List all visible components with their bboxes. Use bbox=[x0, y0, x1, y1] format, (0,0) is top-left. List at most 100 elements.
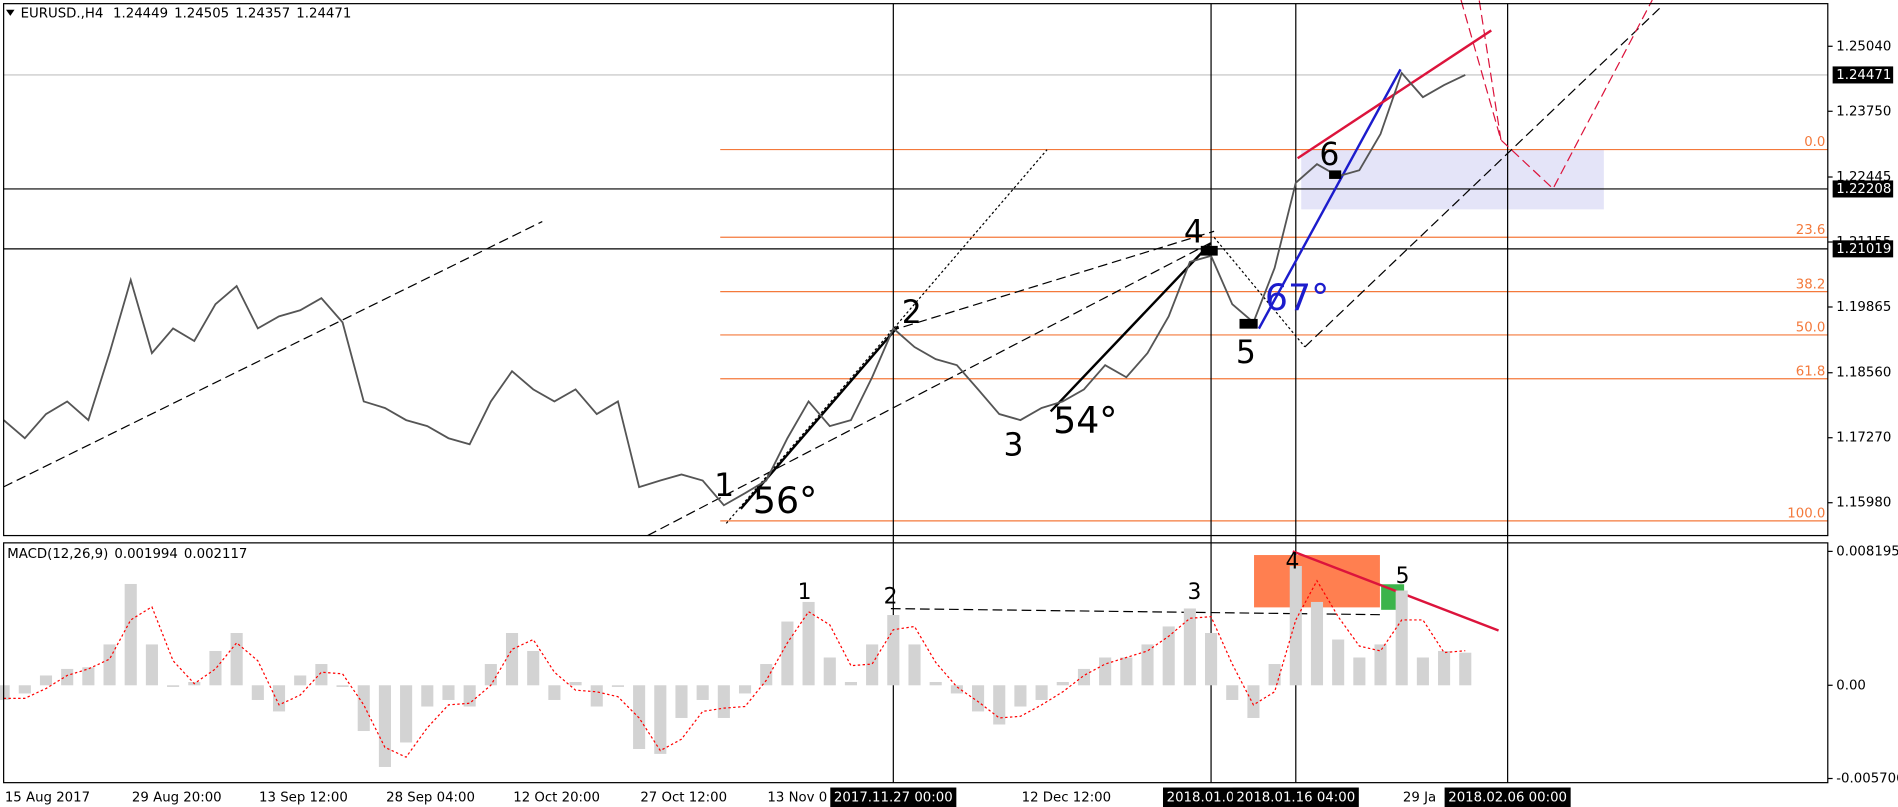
macd-bar bbox=[82, 667, 95, 686]
macd-wave-label: 1 bbox=[798, 580, 812, 605]
macd-bar bbox=[993, 685, 1006, 725]
macd-bar bbox=[1353, 657, 1366, 686]
macd-panel bbox=[3, 542, 1829, 784]
symbol: EURUSD.,H4 bbox=[21, 6, 104, 21]
macd-bar bbox=[463, 685, 476, 707]
macd-bar bbox=[696, 685, 709, 700]
fib-group: 0.0 23.6 38.2 50.0 61.8 100.0 bbox=[3, 74, 1828, 522]
macd-bar bbox=[1183, 608, 1196, 686]
macd-bar bbox=[1247, 685, 1260, 718]
macd-bar bbox=[675, 685, 688, 718]
marker bbox=[1200, 245, 1218, 256]
wave-label: 1 bbox=[714, 468, 734, 504]
angle-label: 56° bbox=[753, 479, 817, 522]
macd-bar bbox=[505, 632, 519, 686]
macd-wave-label: 3 bbox=[1187, 580, 1201, 605]
y-tick-label: -0.005706 bbox=[1836, 771, 1898, 786]
macd-bar bbox=[294, 675, 307, 686]
macd-bar bbox=[336, 685, 349, 687]
projection bbox=[1478, 0, 1502, 141]
x-highlight-box bbox=[830, 787, 957, 807]
trendline bbox=[725, 149, 1048, 524]
fib-label: 0.0 bbox=[1804, 135, 1825, 150]
macd-bar bbox=[378, 685, 391, 767]
trendline bbox=[1213, 236, 1306, 348]
price-box bbox=[1832, 180, 1894, 198]
macd-bar bbox=[0, 685, 10, 700]
angle-label: 67° bbox=[1265, 276, 1329, 319]
fib-label: 100.0 bbox=[1787, 507, 1825, 522]
macd-bar bbox=[1310, 601, 1324, 686]
macd-bar bbox=[1035, 685, 1048, 700]
macd-bar bbox=[1459, 652, 1472, 686]
macd-wave-label: 5 bbox=[1396, 564, 1410, 589]
y-tick-label: 0.008195 bbox=[1836, 544, 1898, 559]
macd-bar bbox=[145, 644, 158, 686]
fib-label: 50.0 bbox=[1796, 321, 1826, 336]
projection bbox=[1460, 0, 1653, 190]
x-highlight: 2018.01.16 04:00 bbox=[1232, 787, 1359, 807]
trendline bbox=[3, 220, 543, 488]
macd-bar bbox=[1438, 650, 1451, 686]
macd-bar bbox=[866, 644, 879, 686]
macd-bar bbox=[1268, 664, 1281, 686]
macd-bar bbox=[971, 685, 985, 712]
macd-bar bbox=[717, 685, 730, 718]
macd-bar bbox=[209, 650, 222, 686]
axes: 1.159801.172701.185601.198651.211551.224… bbox=[5, 39, 1898, 807]
macd-bar bbox=[1099, 657, 1112, 686]
fib-label: 61.8 bbox=[1796, 364, 1826, 379]
readout: 0.002117 bbox=[184, 547, 247, 562]
macd-bar bbox=[124, 583, 137, 686]
x-tick-label: 28 Sep 04:00 bbox=[386, 790, 475, 805]
series-group bbox=[0, 71, 1472, 767]
macd-bar bbox=[527, 650, 540, 686]
macd-bar bbox=[315, 664, 328, 686]
wave-line bbox=[1049, 242, 1212, 413]
macd-bar bbox=[1205, 632, 1218, 686]
x-tick-label: 13 Sep 12:00 bbox=[259, 790, 348, 805]
macd-bar bbox=[61, 668, 74, 686]
readout: 1.24449 bbox=[113, 6, 168, 21]
macd-bar bbox=[421, 685, 434, 707]
macd-bar bbox=[611, 685, 624, 687]
wave-label: 6 bbox=[1319, 137, 1339, 173]
trendline bbox=[1304, 5, 1663, 348]
macd-bar bbox=[357, 685, 370, 732]
macd-bar bbox=[18, 685, 31, 694]
x-highlight: 2017.11.27 00:00 bbox=[830, 787, 957, 807]
marker bbox=[1239, 318, 1258, 329]
macd-bar bbox=[823, 657, 836, 686]
macd-bar bbox=[1014, 685, 1027, 707]
macd-bar bbox=[781, 621, 794, 686]
price-box-label: 1.22208 bbox=[1836, 182, 1891, 197]
readout: 1.24505 bbox=[174, 6, 229, 21]
price-line-series bbox=[3, 71, 1466, 507]
price-box-label: 1.21019 bbox=[1836, 242, 1891, 257]
y-tick-label: 1.17270 bbox=[1836, 431, 1891, 446]
x-tick-label: 12 Dec 12:00 bbox=[1022, 790, 1112, 805]
price-panel bbox=[3, 3, 1829, 537]
macd-bar bbox=[230, 632, 243, 686]
x-highlight-box bbox=[1232, 787, 1359, 807]
readout: 0.001994 bbox=[114, 547, 177, 562]
macd-bar bbox=[908, 644, 921, 686]
price-box bbox=[1832, 240, 1894, 258]
trendline bbox=[889, 230, 1215, 332]
y-tick-label: 1.25040 bbox=[1836, 39, 1891, 54]
macd-bar bbox=[1374, 644, 1387, 686]
x-highlight-box bbox=[1444, 787, 1571, 807]
macd-bar bbox=[1416, 657, 1429, 686]
macd-bar bbox=[844, 682, 858, 686]
macd-bar bbox=[400, 685, 413, 743]
x-tick-label: 29 Ja bbox=[1403, 790, 1436, 805]
signal-line bbox=[3, 579, 1466, 758]
macd-bar bbox=[738, 685, 752, 694]
trendline bbox=[647, 240, 1215, 537]
menu-triangle[interactable] bbox=[6, 9, 15, 16]
indicator: MACD(12,26,9) bbox=[7, 547, 108, 562]
macd-bar bbox=[1332, 639, 1345, 686]
macd-bar bbox=[929, 682, 942, 686]
macd-bar bbox=[442, 685, 455, 700]
macd-bar bbox=[950, 685, 963, 694]
